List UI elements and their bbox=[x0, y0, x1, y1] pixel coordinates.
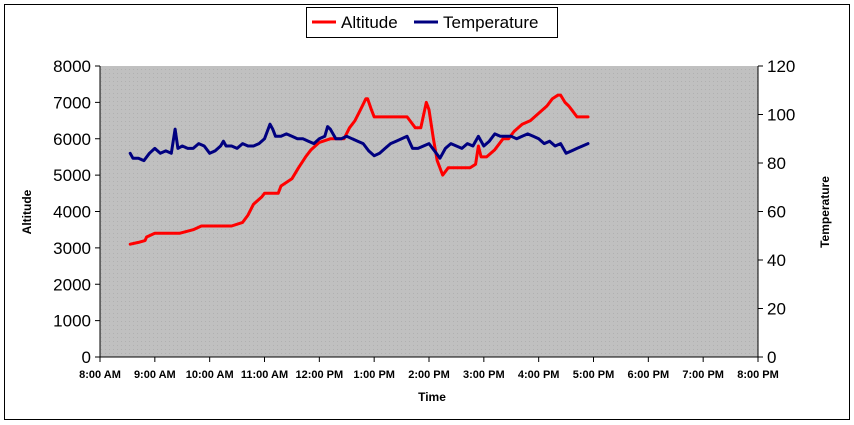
series-line-altitude bbox=[128, 93, 590, 246]
x-tick-label: 3:00 PM bbox=[463, 369, 505, 381]
y-tick-label: 1000 bbox=[53, 312, 91, 331]
y-tick-label: 3000 bbox=[53, 239, 91, 258]
x-tick-label: 7:00 PM bbox=[682, 369, 724, 381]
y2-tick-label: 100 bbox=[767, 106, 795, 125]
x-tick-label: 5:00 PM bbox=[573, 369, 615, 381]
y-axis-title: Altitude bbox=[20, 189, 34, 234]
y2-axis-title: Temperature bbox=[818, 176, 832, 248]
y2-tick-label: 120 bbox=[767, 57, 795, 76]
x-tick-label: 8:00 PM bbox=[737, 369, 779, 381]
x-tick-label: 12:00 PM bbox=[295, 369, 343, 381]
y-tick-label: 6000 bbox=[53, 130, 91, 149]
y-tick-label: 5000 bbox=[53, 166, 91, 185]
legend-label-altitude: Altitude bbox=[341, 13, 398, 32]
series-line-temperature bbox=[128, 122, 590, 163]
x-tick-label: 1:00 PM bbox=[353, 369, 395, 381]
x-tick-label: 4:00 PM bbox=[518, 369, 560, 381]
y-tick-label: 2000 bbox=[53, 275, 91, 294]
x-axis-title: Time bbox=[418, 390, 446, 404]
y-tick-label: 4000 bbox=[53, 203, 91, 222]
y2-tick-label: 0 bbox=[767, 348, 776, 367]
y2-tick-label: 40 bbox=[767, 251, 786, 270]
x-tick-label: 2:00 PM bbox=[408, 369, 450, 381]
x-tick-label: 10:00 AM bbox=[186, 369, 234, 381]
y2-tick-label: 80 bbox=[767, 154, 786, 173]
x-tick-label: 11:00 AM bbox=[241, 369, 288, 381]
legend: Altitude Temperature bbox=[306, 7, 558, 38]
x-tick-label: 9:00 AM bbox=[134, 369, 176, 381]
legend-label-temperature: Temperature bbox=[443, 13, 538, 32]
y-tick-label: 0 bbox=[82, 348, 91, 367]
x-tick-label: 8:00 AM bbox=[79, 369, 121, 381]
y2-tick-label: 20 bbox=[767, 300, 786, 319]
y-tick-label: 7000 bbox=[53, 93, 91, 112]
y-tick-label: 8000 bbox=[53, 57, 91, 76]
y2-tick-label: 60 bbox=[767, 203, 786, 222]
x-tick-label: 6:00 PM bbox=[628, 369, 670, 381]
